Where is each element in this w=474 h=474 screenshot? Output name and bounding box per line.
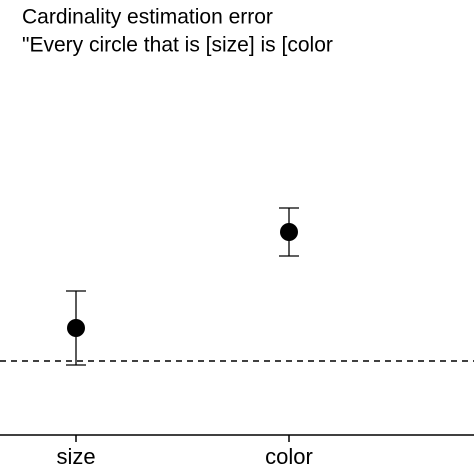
point [67,319,85,337]
chart-title: Cardinality estimation error [22,6,273,29]
point [280,223,298,241]
chart-subtitle: "Every circle that is [size] is [color [22,34,333,57]
x-tick-label: color [265,444,313,469]
x-tick-label: size [56,444,95,469]
